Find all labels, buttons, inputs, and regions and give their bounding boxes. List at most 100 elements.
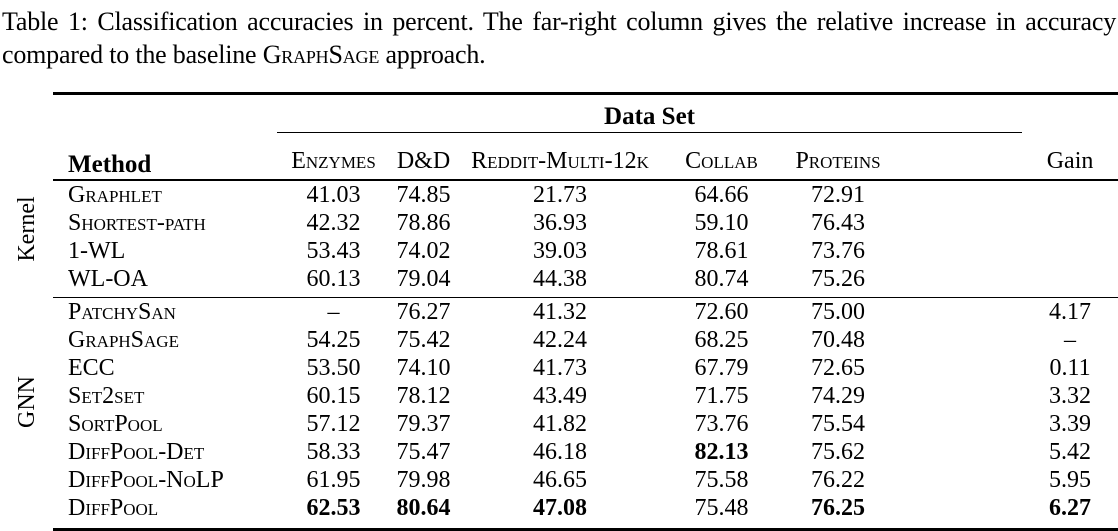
value-cell-dd: 80.64 <box>396 495 451 521</box>
value-cell-enzymes: 53.50 <box>306 355 361 381</box>
value-cell-collab: 78.61 <box>694 238 749 264</box>
value-cell-enzymes: 41.03 <box>306 182 361 208</box>
header-row-columns: Enzymes D&D Reddit-Multi-12k Collab Prot… <box>53 132 1118 181</box>
value-cell-enzymes: 58.33 <box>306 439 361 465</box>
value-cell-collab: 75.58 <box>694 467 749 493</box>
value-cell-dd: 78.86 <box>396 210 451 236</box>
header-gain-spacer <box>1022 94 1118 133</box>
spacer-cell <box>896 180 1022 209</box>
value-cell-dd: 79.37 <box>396 411 451 437</box>
value-cell-gain <box>1022 209 1118 237</box>
value-cell-proteins: 74.29 <box>811 383 865 409</box>
value-cell-proteins: 76.43 <box>811 210 865 236</box>
results-table: Method Data Set Enzymes D&D Reddit-Multi… <box>53 92 1118 531</box>
value-cell-gain: 4.17 <box>1022 297 1118 326</box>
value-cell-collab: 73.76 <box>694 411 749 437</box>
method-cell: DiffPool-NoLP <box>68 467 224 493</box>
value-cell-enzymes: 53.43 <box>306 238 361 264</box>
method-cell: WL-OA <box>68 266 148 292</box>
spacer-cell <box>896 382 1022 410</box>
spacer-cell <box>896 297 1023 326</box>
value-cell-collab: 71.75 <box>694 383 749 409</box>
row-group-label-kernel: Kernel <box>14 196 40 262</box>
value-cell-reddit: 42.24 <box>533 327 587 353</box>
method-cell: SortPool <box>68 411 163 437</box>
caption-text-after: approach. <box>385 40 486 69</box>
value-cell-collab: 59.10 <box>694 210 749 236</box>
spacer-cell <box>896 265 1022 298</box>
value-cell-dd: 76.27 <box>390 297 457 326</box>
spacer-cell <box>896 326 1022 354</box>
table-row-diffpool-nolp: DiffPool-NoLP 61.95 79.98 46.65 75.58 76… <box>53 466 1118 494</box>
table-row-diffpool-det: DiffPool-Det 58.33 75.47 46.18 82.13 75.… <box>53 438 1118 466</box>
value-cell-gain <box>1022 237 1118 265</box>
value-cell-proteins: 75.54 <box>811 411 865 437</box>
value-cell-gain: 0.11 <box>1049 355 1091 381</box>
value-cell-gain <box>1022 265 1118 298</box>
value-cell-reddit: 46.18 <box>533 439 587 465</box>
table-row-ecc: ECC 53.50 74.10 41.73 67.79 72.65 0.11 <box>53 354 1118 382</box>
table-caption: Table 1: Classification accuracies in pe… <box>0 0 1118 71</box>
table-row-shortest-path: Shortest-path 42.32 78.86 36.93 59.10 76… <box>53 209 1118 237</box>
method-cell: ECC <box>68 355 115 381</box>
value-cell-enzymes: 42.32 <box>306 210 361 236</box>
value-cell-proteins: 75.62 <box>811 439 865 465</box>
method-cell: Graphlet <box>68 182 162 208</box>
value-cell-reddit: 41.82 <box>533 411 587 437</box>
value-cell-collab: 68.25 <box>694 327 749 353</box>
spacer-cell <box>896 209 1022 237</box>
value-cell-dd: 74.10 <box>396 355 451 381</box>
value-cell-reddit: 43.49 <box>533 383 587 409</box>
table-row-sortpool: SortPool 57.12 79.37 41.82 73.76 75.54 3… <box>53 410 1118 438</box>
row-group-label-gnn: GNN <box>14 376 40 428</box>
value-cell-enzymes: 54.25 <box>306 327 361 353</box>
table-area: Kernel GNN Method Data Set Enzymes D&D R… <box>14 92 1118 531</box>
value-cell-enzymes: 60.13 <box>306 266 361 292</box>
value-cell-dd: 79.98 <box>396 467 451 493</box>
value-cell-gain: 6.27 <box>1049 495 1092 521</box>
value-cell-reddit: 39.03 <box>533 238 587 264</box>
caption-text-before: Classification accuracies in percent. Th… <box>2 7 1116 69</box>
col-header-dd: D&D <box>390 132 457 181</box>
method-cell: Set2set <box>68 383 145 409</box>
value-cell-dd: 74.85 <box>396 182 451 208</box>
value-cell-dd: 74.02 <box>396 238 451 264</box>
value-cell-reddit: 21.73 <box>533 182 587 208</box>
value-cell-proteins: 76.22 <box>811 467 865 493</box>
value-cell-proteins: 72.65 <box>811 355 865 381</box>
header-row-groups: Method Data Set <box>53 93 1118 181</box>
value-cell-collab: 82.13 <box>694 439 749 465</box>
value-cell-enzymes: 60.15 <box>306 383 361 409</box>
table-row-patchysan: PatchySan – 76.27 41.32 72.60 75.00 4.17 <box>53 297 1118 326</box>
value-cell-gain: 5.95 <box>1049 467 1092 493</box>
value-cell-collab: 67.79 <box>694 355 749 381</box>
col-header-reddit-multi-12k: Reddit-Multi-12k <box>457 132 663 181</box>
method-cell: GraphSage <box>68 327 179 353</box>
spacer-cell <box>896 438 1022 466</box>
table-row-diffpool: DiffPool 62.53 80.64 47.08 75.48 76.25 6… <box>53 494 1118 530</box>
value-cell-gain: 5.42 <box>1049 439 1092 465</box>
col-header-enzymes: Enzymes <box>277 132 390 181</box>
value-cell-collab: 72.60 <box>663 297 780 326</box>
col-header-gain: Gain <box>1022 132 1118 181</box>
value-cell-collab: 80.74 <box>694 266 749 292</box>
spacer-cell <box>896 494 1022 530</box>
value-cell-enzymes: – <box>277 297 390 326</box>
value-cell-reddit: 46.65 <box>533 467 587 493</box>
spacer-cell <box>896 237 1022 265</box>
caption-smallcaps-graphsage: GraphSage <box>262 40 380 69</box>
header-spacer-cell <box>896 132 1023 181</box>
value-cell-enzymes: 61.95 <box>306 467 361 493</box>
value-cell-dd: 75.47 <box>396 439 451 465</box>
value-cell-reddit: 41.73 <box>533 355 587 381</box>
method-cell: DiffPool <box>68 495 159 521</box>
caption-label: Table 1: <box>2 7 88 36</box>
spacer-cell <box>896 410 1022 438</box>
table-header: Method Data Set Enzymes D&D Reddit-Multi… <box>53 93 1118 181</box>
value-cell-enzymes: 62.53 <box>306 495 361 521</box>
value-cell-proteins: 72.91 <box>811 182 865 208</box>
value-cell-dd: 79.04 <box>396 266 451 292</box>
table-row-graphlet: Graphlet 41.03 74.85 21.73 64.66 72.91 <box>53 180 1118 209</box>
method-cell: Shortest-path <box>68 210 206 236</box>
